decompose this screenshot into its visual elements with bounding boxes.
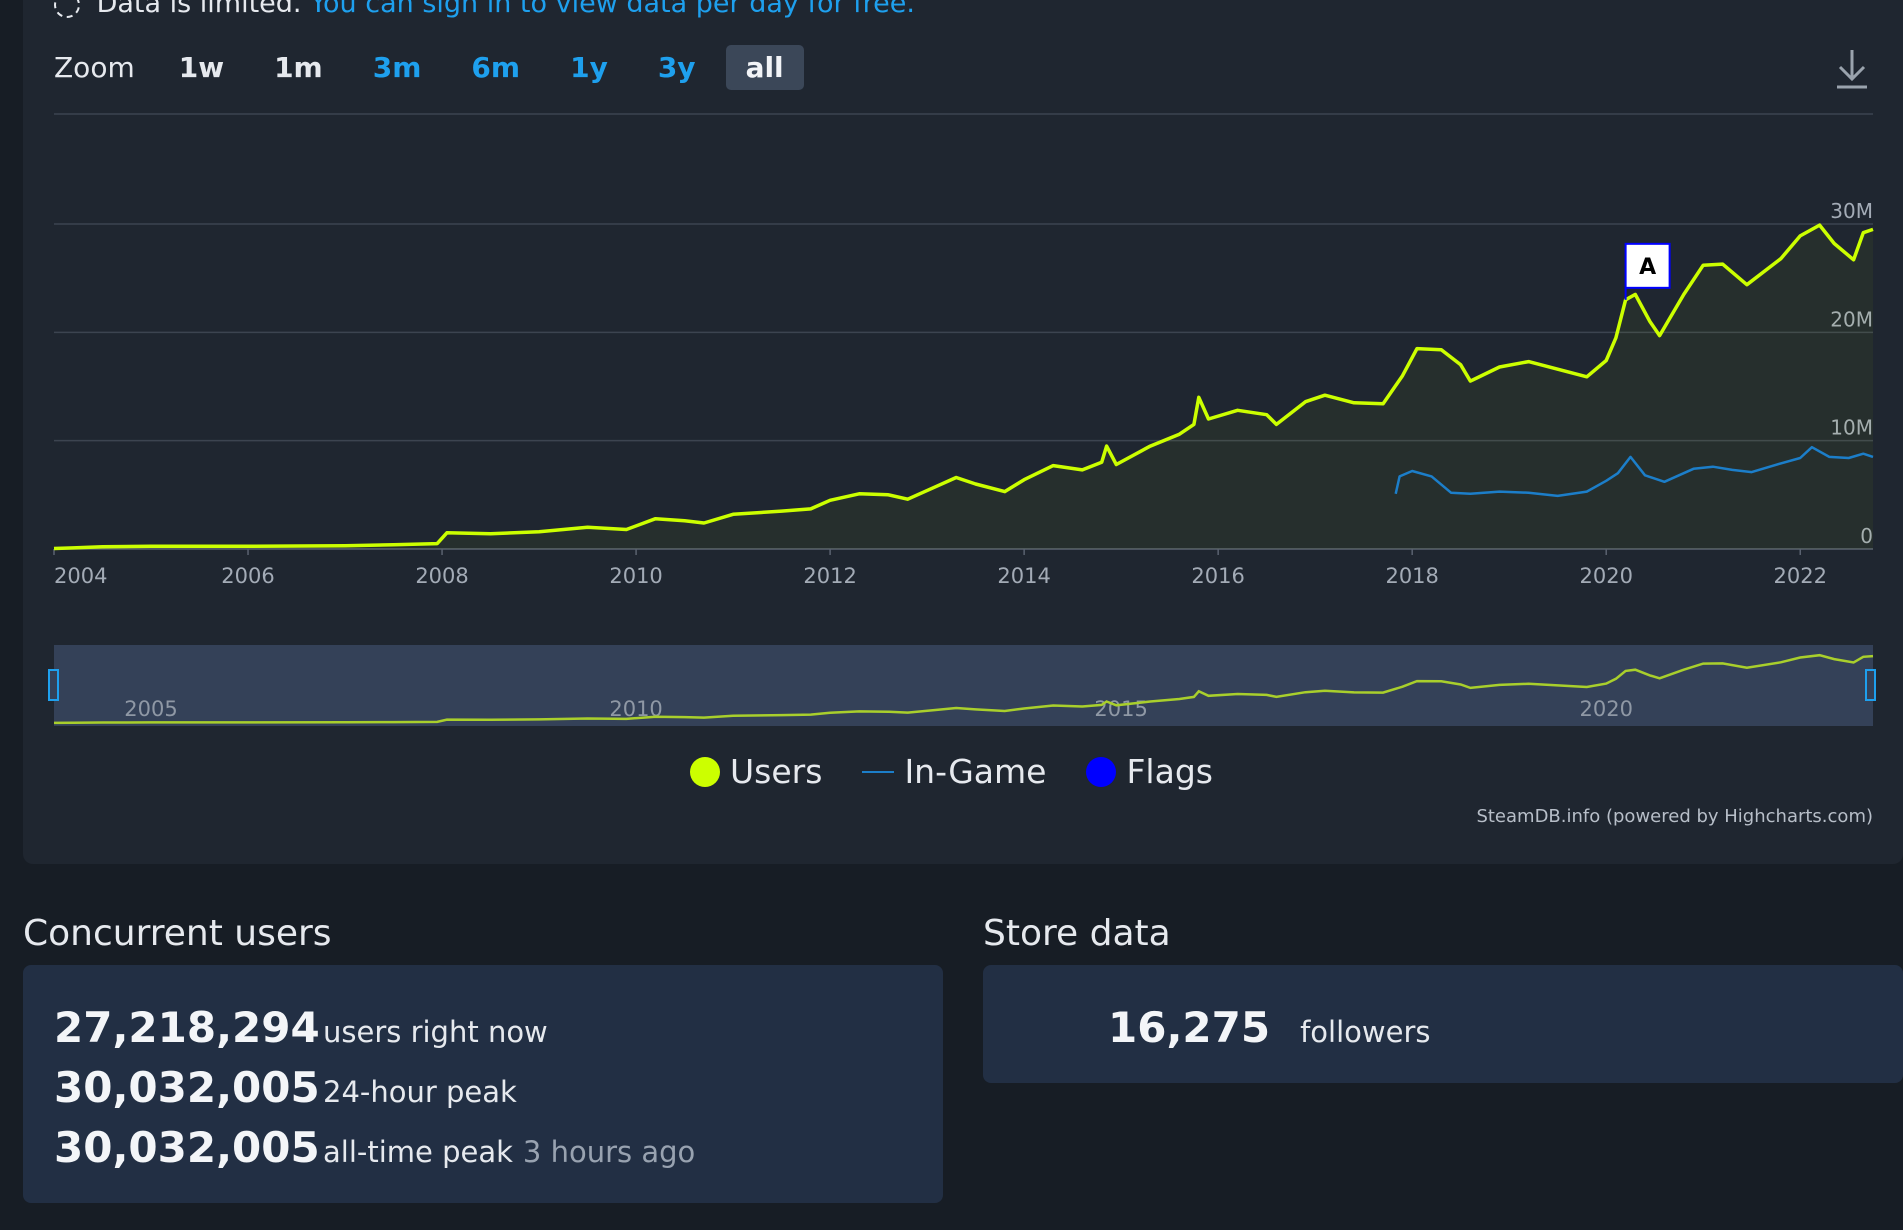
zoom-3y-button[interactable]: 3y xyxy=(657,50,696,84)
x-tick-label: 2022 xyxy=(1774,564,1827,588)
zoom-1w-button[interactable]: 1w xyxy=(178,50,225,84)
zoom-label: Zoom xyxy=(54,50,135,84)
all-time-peak-label: all-time peak xyxy=(323,1135,513,1169)
chart-legend: Users In-Game Flags xyxy=(0,752,1903,791)
x-tick-label: 2020 xyxy=(1579,564,1632,588)
legend-users-label: Users xyxy=(730,752,823,791)
navigator-tick-label: 2005 xyxy=(124,697,177,721)
x-tick-label: 2018 xyxy=(1385,564,1438,588)
zoom-all-button[interactable]: all xyxy=(725,44,804,90)
notice-text: Data is limited. xyxy=(96,0,302,19)
store-data-card: 16,275 followers xyxy=(983,965,1903,1083)
all-time-peak-value: 30,032,005 xyxy=(54,1123,320,1172)
stat-row-24h-peak: 30,032,005 24-hour peak xyxy=(54,1063,517,1112)
all-time-peak-time[interactable]: 3 hours ago xyxy=(522,1135,696,1169)
followers-label: followers xyxy=(1300,1015,1431,1049)
flag-markers: A xyxy=(1624,242,1671,300)
grid-lines xyxy=(54,223,1873,550)
y-tick-label: 10M xyxy=(1830,416,1873,440)
sign-in-link[interactable]: You can sign in to view data per day for… xyxy=(310,0,915,19)
flag-label: A xyxy=(1639,255,1656,280)
x-tick-label: 2008 xyxy=(415,564,468,588)
in-game-legend-line xyxy=(862,770,895,773)
current-users-value: 27,218,294 xyxy=(54,1003,320,1052)
flag-marker[interactable] xyxy=(1624,242,1671,289)
x-tick-label: 2010 xyxy=(609,564,662,588)
users-series-line[interactable] xyxy=(53,223,1874,551)
in-game-series-line[interactable] xyxy=(1394,445,1874,498)
y-tick-label: 20M xyxy=(1830,307,1873,331)
24h-peak-label: 24-hour peak xyxy=(323,1075,517,1109)
concurrent-users-title: Concurrent users xyxy=(23,913,332,954)
zoom-1m-button[interactable]: 1m xyxy=(274,50,323,84)
navigator-users-line xyxy=(53,653,1874,725)
data-limited-notice: Data is limited. You can sign in to view… xyxy=(54,0,915,19)
stat-row-current: 27,218,294 users right now xyxy=(54,1003,548,1052)
y-axis-labels: 0 10M 20M 30M xyxy=(1830,199,1873,548)
x-tick-label: 2012 xyxy=(803,564,856,588)
24h-peak-value: 30,032,005 xyxy=(54,1063,320,1112)
zoom-3m-button[interactable]: 3m xyxy=(372,50,422,84)
x-tick-label: 2016 xyxy=(1191,564,1244,588)
navigator-tick-label: 2015 xyxy=(1094,697,1147,721)
x-axis-labels: 2004 2006 2008 2010 2012 2014 2016 2018 2020 2022 xyxy=(53,549,1827,588)
legend-users[interactable]: Users xyxy=(690,752,822,791)
chart-credits[interactable]: SteamDB.info (powered by Highcharts.com) xyxy=(1476,806,1873,827)
navigator-tick-label: 2020 xyxy=(1579,697,1632,721)
legend-in-game-label: In-Game xyxy=(904,752,1047,791)
x-tick-label: 2006 xyxy=(221,564,274,588)
legend-flags[interactable]: Flags xyxy=(1086,752,1213,791)
users-series-area xyxy=(54,225,1873,549)
y-tick-label: 30M xyxy=(1830,199,1873,223)
x-tick-label: 2014 xyxy=(997,564,1050,588)
legend-in-game[interactable]: In-Game xyxy=(862,752,1046,791)
followers-row: 16,275 followers xyxy=(1108,1003,1430,1052)
zoom-bar: Zoom 1w 1m 3m 6m 1y 3y all xyxy=(54,44,814,90)
concurrent-users-card: 27,218,294 users right now 30,032,005 24… xyxy=(23,965,943,1203)
player-count-chart: 010M20M30M 20042006200820102012201420162… xyxy=(48,113,1876,726)
followers-value: 16,275 xyxy=(1108,1003,1271,1052)
x-tick-label: 2004 xyxy=(54,564,107,588)
download-icon[interactable] xyxy=(1834,48,1870,90)
zoom-1y-button[interactable]: 1y xyxy=(570,50,608,84)
zoom-6m-button[interactable]: 6m xyxy=(471,50,521,84)
y-tick-label: 0 xyxy=(1860,524,1873,548)
navigator[interactable]: 2005 2010 2015 2020 xyxy=(48,645,1876,726)
users-legend-dot xyxy=(690,756,721,787)
navigator-right-handle[interactable] xyxy=(1865,669,1876,701)
notice-icon xyxy=(54,0,80,18)
legend-flags-label: Flags xyxy=(1126,752,1213,791)
flags-legend-dot xyxy=(1086,756,1117,787)
current-users-label: users right now xyxy=(323,1015,548,1049)
store-data-title: Store data xyxy=(983,913,1171,954)
stat-row-all-time-peak: 30,032,005 all-time peak 3 hours ago xyxy=(54,1123,695,1172)
navigator-left-handle[interactable] xyxy=(48,669,59,701)
